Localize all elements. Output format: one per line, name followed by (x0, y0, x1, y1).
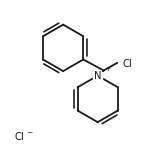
Text: −: − (26, 130, 32, 136)
Text: Cl: Cl (14, 132, 24, 142)
Polygon shape (93, 72, 102, 79)
Text: +: + (104, 66, 110, 72)
Text: N: N (94, 71, 102, 81)
Text: Cl: Cl (122, 59, 132, 69)
